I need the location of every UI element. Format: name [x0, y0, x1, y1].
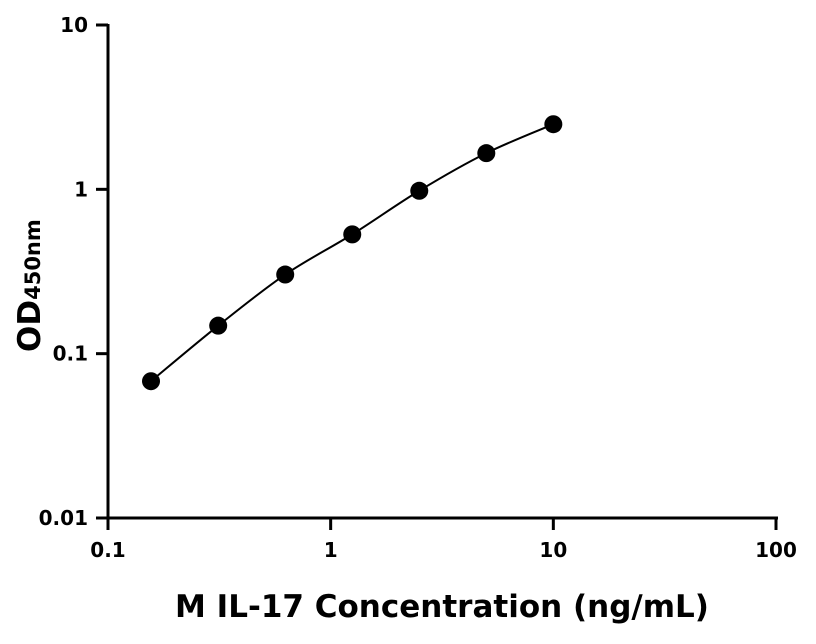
data-point: [276, 265, 295, 284]
x-tick-label: 0.1: [90, 538, 125, 562]
data-point: [544, 115, 563, 134]
data-point: [477, 144, 496, 163]
fit-curve: [150, 123, 554, 382]
data-points: [142, 115, 563, 391]
y-tick-label: 0.01: [39, 506, 88, 530]
y-axis-label: OD450nm: [12, 219, 48, 352]
x-tick-label: 100: [755, 538, 797, 562]
data-point: [142, 372, 161, 391]
x-tick-label: 1: [324, 538, 338, 562]
data-point: [209, 316, 228, 335]
y-tick-label: 0.1: [53, 342, 88, 366]
x-tick-label: 10: [539, 538, 567, 562]
y-axis-label-main: OD: [12, 300, 48, 352]
y-tick-label: 10: [60, 13, 88, 37]
y-tick-label: 1: [74, 177, 88, 201]
data-point: [410, 181, 429, 200]
data-point: [343, 225, 362, 244]
x-axis-label: M IL-17 Concentration (ng/mL): [175, 589, 709, 625]
y-axis-label-subscript: 450nm: [21, 219, 45, 300]
